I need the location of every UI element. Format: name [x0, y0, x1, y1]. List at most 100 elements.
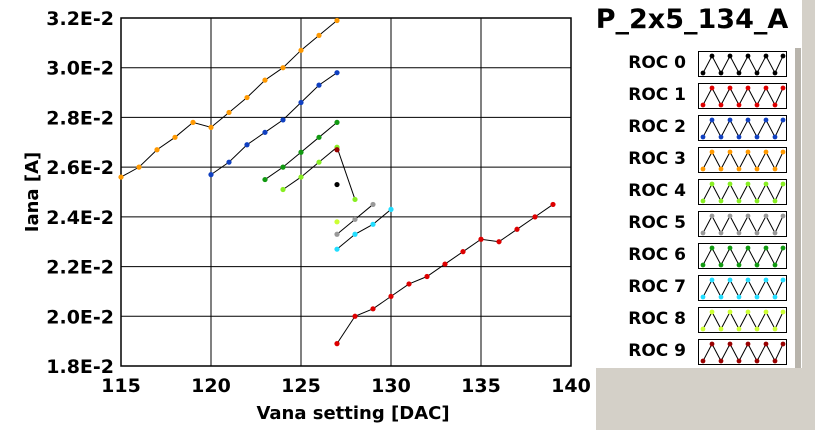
legend-item: ROC 7 — [600, 275, 790, 301]
plot-area — [120, 17, 572, 367]
legend-swatch-line — [702, 278, 784, 299]
legend-swatch-marker — [745, 53, 751, 59]
data-point — [352, 196, 358, 203]
y-tick-label: 3.2E-2 — [46, 8, 114, 30]
legend-swatch-marker — [700, 102, 706, 108]
legend-swatch-marker — [727, 117, 733, 123]
legend-swatch-marker — [772, 230, 778, 236]
legend-swatch-marker — [736, 198, 742, 204]
legend-swatch-marker — [772, 198, 778, 204]
data-point — [316, 82, 322, 88]
legend-swatch-marker — [709, 117, 715, 123]
legend-swatch-graphic — [700, 341, 786, 364]
legend-swatch-marker — [700, 166, 706, 172]
legend-swatch-marker — [780, 309, 786, 315]
data-point — [496, 239, 502, 245]
data-point — [334, 181, 340, 188]
legend-item: ROC 3 — [600, 147, 790, 173]
legend-scrollbar[interactable] — [795, 48, 801, 368]
legend-label: ROC 4 — [628, 181, 686, 201]
legend-swatch-marker — [700, 358, 706, 364]
series-4 — [280, 144, 358, 203]
data-point — [316, 134, 322, 140]
data-point — [334, 119, 340, 125]
legend-swatch-marker — [700, 294, 706, 300]
legend-swatch-marker — [727, 149, 733, 155]
legend-label: ROC 1 — [628, 85, 686, 105]
legend-swatch-marker — [700, 198, 706, 204]
data-point — [298, 174, 304, 180]
data-point — [280, 65, 286, 71]
legend-swatch-marker — [763, 181, 769, 187]
data-point — [280, 164, 286, 170]
legend-swatch-marker — [727, 213, 733, 219]
legend-swatch-marker — [736, 166, 742, 172]
legend-swatch-marker — [754, 102, 760, 108]
legend-label: ROC 3 — [628, 149, 686, 169]
legend-item: ROC 0 — [600, 51, 790, 77]
legend-swatch-marker — [754, 198, 760, 204]
data-point — [550, 201, 556, 208]
legend-swatch-marker — [718, 198, 724, 204]
legend-swatch-marker — [700, 326, 706, 332]
legend-swatch-marker — [754, 262, 760, 268]
series-0 — [334, 181, 340, 188]
series-3 — [118, 17, 340, 180]
x-tick-label: 125 — [281, 375, 321, 397]
legend-swatch-marker — [727, 181, 733, 187]
data-point — [154, 147, 160, 153]
legend-swatch-marker — [772, 166, 778, 172]
data-point — [208, 124, 214, 130]
legend-swatch-marker — [763, 277, 769, 283]
data-point — [190, 119, 196, 125]
legend-swatch-marker — [745, 181, 751, 187]
legend-label: ROC 0 — [628, 53, 686, 73]
bottom-panel-strip — [596, 368, 802, 430]
x-tick-label: 115 — [101, 375, 141, 397]
legend-swatch-marker — [709, 245, 715, 251]
data-point — [424, 273, 430, 280]
data-point — [334, 341, 340, 347]
legend-swatch-marker — [780, 117, 786, 123]
legend-swatch-graphic — [700, 85, 786, 108]
right-scrollbar[interactable] — [802, 0, 815, 430]
data-point — [406, 281, 412, 287]
legend-swatch-marker — [709, 309, 715, 315]
legend-swatch-marker — [718, 230, 724, 236]
legend-swatch-marker — [754, 70, 760, 76]
legend-swatch — [698, 211, 787, 237]
legend-swatch-line — [702, 182, 784, 203]
legend-swatch-marker — [736, 326, 742, 332]
data-point — [316, 32, 322, 39]
legend-swatch-line — [702, 310, 784, 331]
legend-swatch-marker — [763, 309, 769, 315]
legend-swatch-line — [702, 214, 784, 235]
data-point — [334, 231, 340, 237]
legend-item: ROC 6 — [600, 243, 790, 269]
legend-swatch-marker — [754, 326, 760, 332]
series-9 — [334, 147, 340, 153]
legend-swatch-marker — [709, 341, 715, 347]
legend-swatch-marker — [780, 53, 786, 59]
legend-swatch-marker — [780, 85, 786, 91]
data-point — [334, 147, 340, 153]
legend-swatch-marker — [718, 166, 724, 172]
legend-item: ROC 1 — [600, 83, 790, 109]
y-axis-title: Iana [A] — [22, 152, 43, 232]
legend-item: ROC 2 — [600, 115, 790, 141]
legend-item: ROC 4 — [600, 179, 790, 205]
legend-swatch-line — [702, 150, 784, 171]
legend-swatch-marker — [709, 53, 715, 59]
data-point — [370, 221, 376, 227]
legend-swatch-marker — [763, 85, 769, 91]
legend-swatch-marker — [763, 213, 769, 219]
legend-swatch-marker — [745, 149, 751, 155]
data-point — [514, 226, 520, 232]
data-point — [262, 129, 268, 135]
legend-swatch-marker — [780, 245, 786, 251]
legend-swatch — [698, 307, 787, 333]
legend-item: ROC 9 — [600, 339, 790, 365]
data-point — [298, 149, 304, 155]
data-point — [298, 99, 304, 106]
